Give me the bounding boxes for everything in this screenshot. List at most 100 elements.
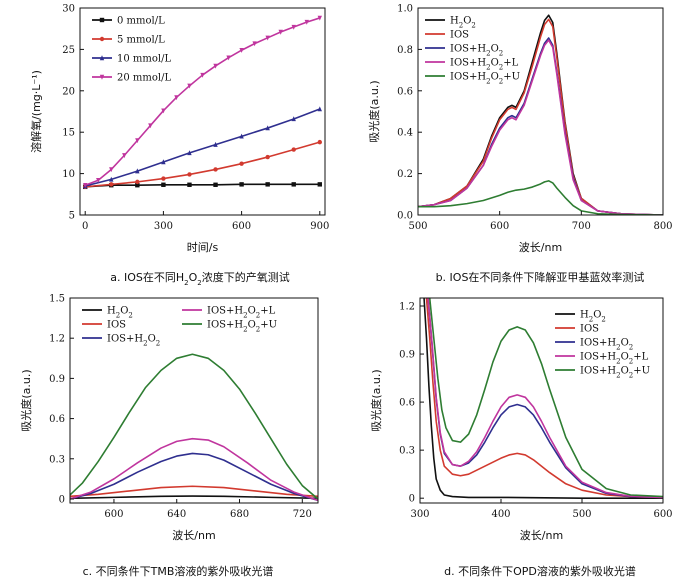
data-point — [317, 106, 322, 112]
series-markers-a-2 — [83, 106, 322, 189]
x-tick-label: 720 — [293, 509, 312, 520]
y-tick-label: 30 — [62, 4, 75, 15]
data-point — [317, 182, 322, 187]
y-tick-label: 0.0 — [397, 211, 413, 222]
data-point — [252, 41, 257, 47]
legend-label: IOS+H2O2 — [107, 334, 160, 348]
x-tick-label: 800 — [653, 221, 672, 232]
data-point — [226, 55, 231, 61]
y-tick-label: 0 — [59, 494, 65, 505]
y-tick-label: 15 — [62, 128, 75, 139]
x-tick-label: 600 — [490, 221, 509, 232]
y-tick-label: 0.3 — [49, 454, 65, 465]
series-markers-a-3 — [83, 15, 322, 188]
x-axis-label: 波长/nm — [172, 529, 215, 542]
figure-caption-a: a. IOS在不同H2O2浓度下的产氧测试 — [110, 270, 290, 287]
y-tick-label: 0.2 — [397, 169, 413, 180]
legend-marker — [99, 55, 105, 61]
y-tick-label: 5 — [69, 211, 75, 222]
legend-label: H2O2 — [107, 306, 133, 320]
x-tick-label: 0 — [82, 221, 88, 232]
data-point — [174, 95, 179, 101]
y-tick-label: 0.3 — [399, 446, 415, 457]
y-axis-label: 溶解氧/(mg·L⁻¹) — [29, 70, 43, 153]
y-tick-label: 0.6 — [399, 398, 415, 409]
y-tick-label: 0.6 — [397, 86, 413, 97]
legend-label: IOS+H2O2+U — [580, 366, 650, 380]
series-line-a-1 — [85, 141, 321, 188]
legend-label: IOS — [580, 324, 599, 335]
legend-a: 0 mmol/L 5 mmol/L 10 mmol/L 20 mmol/L — [92, 16, 171, 84]
data-point — [96, 178, 101, 183]
chart-a: 0 300 600 900 5 10 15 20 25 30 时间/s 溶解氧/(mg·L⁻¹) 0 m… — [29, 4, 329, 288]
legend-label: IOS — [450, 30, 469, 41]
legend-label: IOS+H2O2+U — [207, 320, 277, 334]
legend-label: IOS+H2O2+U — [450, 72, 520, 86]
data-point — [213, 167, 218, 172]
data-point — [291, 182, 296, 187]
data-point — [265, 35, 270, 41]
series-line-d-0 — [423, 298, 663, 500]
legend-label: H2O2 — [580, 310, 606, 324]
data-point — [239, 133, 244, 139]
y-tick-label: 1.2 — [49, 334, 65, 345]
y-tick-label: 20 — [62, 86, 75, 97]
legend-label: IOS+H2O2+L — [580, 352, 649, 366]
legend-label: IOS+H2O2 — [580, 338, 633, 352]
x-tick-label: 600 — [232, 221, 251, 232]
y-tick-label: 0.4 — [397, 128, 413, 139]
data-point — [265, 154, 270, 160]
y-axis-label: 吸光度(a.u.) — [369, 369, 383, 431]
x-tick-label: 900 — [310, 221, 329, 232]
series-line-c-4 — [70, 353, 318, 500]
series-markers-a-1 — [83, 139, 322, 190]
y-tick-label: 10 — [62, 169, 75, 180]
series-line-a-2 — [85, 108, 321, 187]
data-point — [239, 48, 244, 53]
plot-frame-a — [79, 7, 326, 216]
y-tick-label: 1.0 — [397, 4, 413, 15]
legend-marker — [99, 74, 105, 80]
legend-label: H2O2 — [450, 16, 476, 30]
data-point — [291, 24, 296, 30]
data-point — [187, 182, 192, 187]
series-line-d-1 — [425, 298, 663, 499]
data-point — [213, 141, 218, 147]
figure-caption-b: b. IOS在不同条件下降解亚甲基蓝效率测试 — [436, 270, 645, 284]
x-tick-label: 700 — [572, 221, 591, 232]
y-axis-label: 吸光度(a.u.) — [367, 80, 381, 142]
data-point — [278, 29, 283, 35]
data-point — [304, 19, 309, 25]
x-tick-label: 500 — [572, 509, 591, 520]
x-tick-label: 600 — [653, 509, 672, 520]
data-point — [317, 139, 322, 145]
series-line-c-2 — [70, 452, 318, 502]
y-tick-label: 0.9 — [399, 350, 415, 361]
chart-d: 300 400 500 600 0 0.3 0.6 0.9 1.2 波长/nm 吸光度(a.u.) H… — [369, 297, 673, 578]
x-axis-label: 波长/nm — [520, 529, 563, 542]
y-tick-label: 0.8 — [397, 45, 413, 56]
legend-label: IOS — [107, 320, 126, 331]
x-tick-label: 300 — [410, 509, 429, 520]
plot-frame-d — [419, 297, 664, 504]
series-line-c-1 — [70, 485, 318, 498]
series-line-c-3 — [70, 437, 318, 502]
data-point — [109, 182, 114, 187]
series-line-b-4 — [418, 180, 663, 215]
data-point — [161, 182, 166, 187]
data-point — [161, 176, 166, 181]
data-point — [213, 63, 218, 69]
series-line-c-0 — [70, 495, 318, 500]
plot-frame-b — [417, 7, 664, 216]
series-line-d-3 — [427, 298, 663, 499]
series-line-a-0 — [85, 183, 320, 188]
x-tick-label: 400 — [491, 509, 510, 520]
chart-c: 600 640 680 720 0 0.3 0.6 0.9 1.2 1.5 波长/nm 吸光度(a.u… — [19, 294, 319, 578]
x-tick-label: 500 — [408, 221, 427, 232]
legend-label: IOS+H2O2 — [450, 44, 503, 58]
figure-caption-c: c. 不同条件下TMB溶液的紫外吸收光谱 — [83, 564, 274, 578]
data-point — [135, 182, 140, 188]
data-point — [135, 179, 140, 185]
